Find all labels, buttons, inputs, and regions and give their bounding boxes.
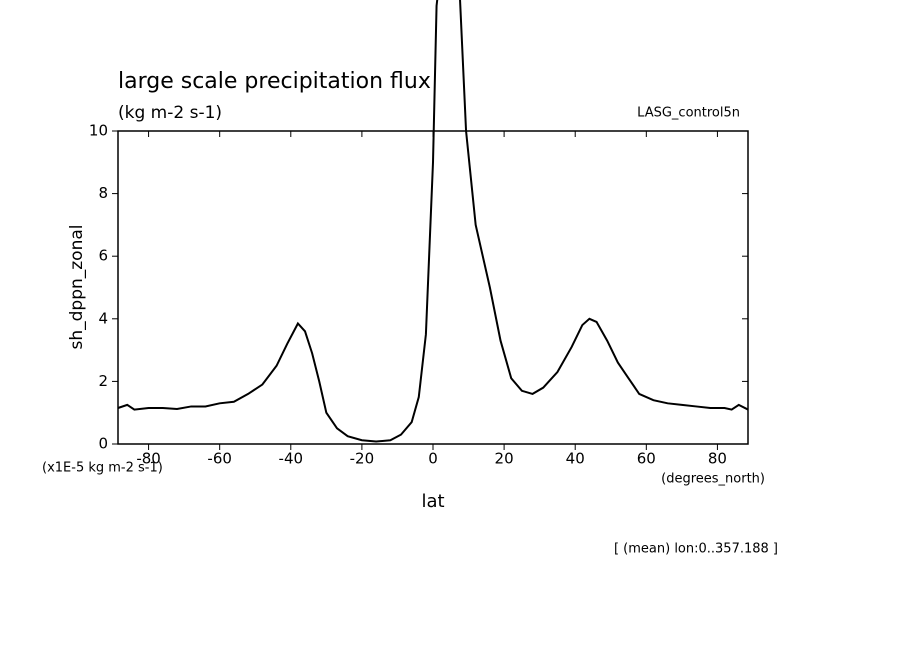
annotation: [ (mean) lon:0..357.188 ] — [614, 542, 778, 557]
x-tick-label: -60 — [207, 450, 232, 468]
y-units: (x1E-5 kg m-2 s-1) — [42, 461, 163, 476]
data-line — [117, 0, 749, 443]
x-axis-label: lat — [421, 491, 444, 512]
y-axis-label: sh_dppn_zonal — [67, 224, 87, 349]
y-tick-label: 6 — [98, 247, 108, 265]
dataset-label: LASG_control5n — [637, 106, 740, 121]
x-units: (degrees_north) — [661, 472, 765, 487]
x-tick-label: 60 — [637, 450, 656, 468]
y-tick-label: 8 — [98, 184, 108, 202]
chart-subtitle: (kg m-2 s-1) — [118, 103, 222, 123]
y-tick-label: 10 — [89, 122, 108, 140]
x-tick-label: 20 — [495, 450, 514, 468]
y-tick-label: 4 — [98, 309, 108, 327]
y-tick-label: 0 — [98, 435, 108, 453]
x-tick-label: 0 — [428, 450, 438, 468]
x-tick-label: -80 — [136, 450, 161, 468]
y-tick-label: 2 — [98, 372, 108, 390]
chart-title: large scale precipitation flux — [118, 69, 431, 94]
x-tick-label: -20 — [350, 450, 375, 468]
x-tick-label: 80 — [708, 450, 727, 468]
x-tick-label: -40 — [279, 450, 304, 468]
x-tick-label: 40 — [566, 450, 585, 468]
